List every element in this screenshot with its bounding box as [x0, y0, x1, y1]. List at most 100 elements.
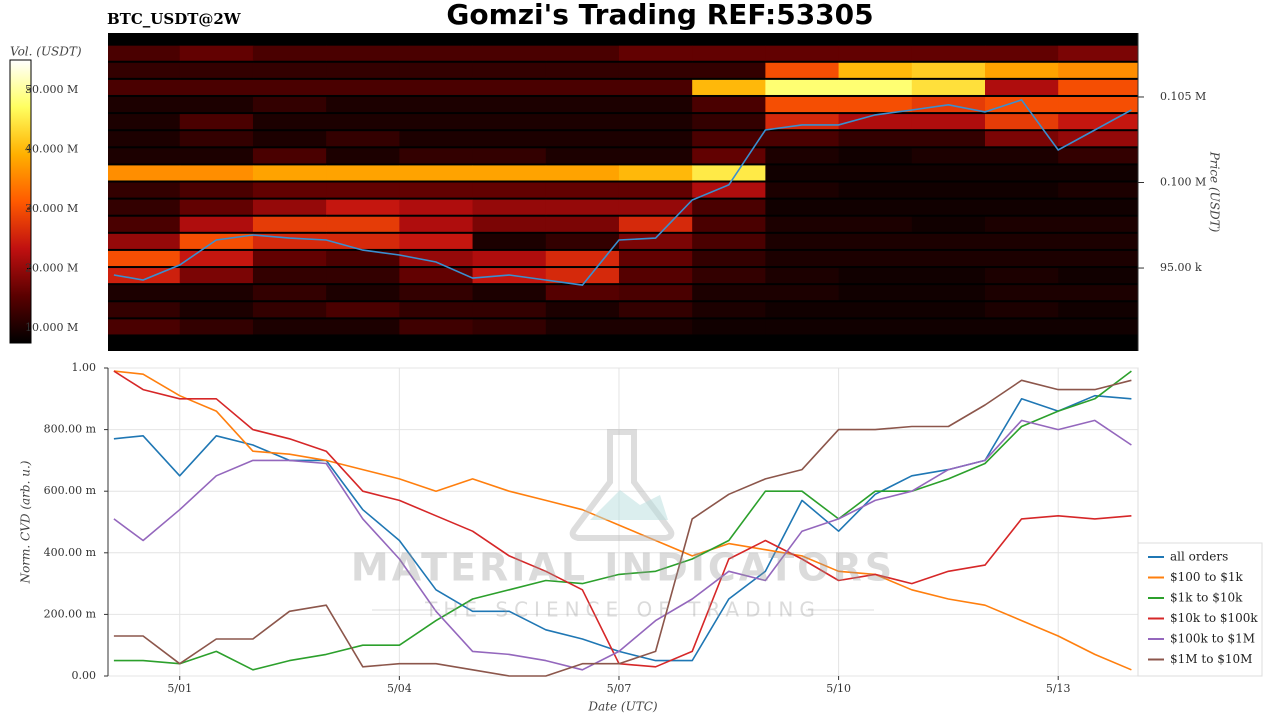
heatmap-cell [1058, 45, 1139, 61]
heatmap-cell [108, 79, 181, 95]
heatmap-cell [618, 216, 693, 232]
heatmap-cell [692, 79, 766, 95]
heatmap-cell [252, 250, 327, 267]
heatmap-cell [179, 268, 254, 284]
heatmap-cell [1058, 250, 1139, 267]
heatmap-cell [252, 302, 327, 318]
heatmap-cell [618, 319, 693, 335]
heatmap-cell [985, 165, 1059, 181]
heatmap-cell [1058, 148, 1139, 164]
heatmap-cell [179, 96, 254, 113]
legend-label: $10k to $100k [1170, 611, 1258, 625]
heatmap-cell [692, 319, 766, 335]
heatmap-cell [838, 148, 913, 164]
heatmap-cell [692, 148, 766, 164]
heatmap-cell [1058, 79, 1139, 95]
heatmap-cell [985, 131, 1059, 147]
heatmap-cell [472, 62, 547, 78]
heatmap-cell [765, 302, 840, 318]
y-tick-label: 400.00 m [44, 546, 97, 559]
watermark-icon-fill [590, 490, 668, 520]
heatmap-cell [1058, 96, 1139, 113]
heatmap-cell [838, 285, 913, 301]
price-axis-label: Price (USDT) [1208, 151, 1222, 233]
heatmap-cell [399, 319, 474, 335]
heatmap-cell [545, 233, 620, 249]
cvd-line [113, 370, 1132, 671]
cvd-line [113, 419, 1132, 671]
heatmap-cell [326, 114, 400, 130]
heatmap-cell [179, 285, 254, 301]
heatmap-cell [108, 216, 181, 232]
heatmap-cell [326, 285, 400, 301]
heatmap-cell [618, 114, 693, 130]
heatmap-cell [252, 319, 327, 335]
heatmap-cell [692, 45, 766, 61]
heatmap-cell [985, 319, 1059, 335]
heatmap-cell [765, 62, 840, 78]
heatmap-cell [838, 319, 913, 335]
heatmap-cell [252, 45, 327, 61]
heatmap-cell [326, 131, 400, 147]
heatmap-cell [545, 131, 620, 147]
heatmap-cell [692, 216, 766, 232]
y-tick-label: 200.00 m [44, 607, 97, 620]
heatmap-cell [838, 268, 913, 284]
heatmap-cell [179, 302, 254, 318]
heatmap-cell [326, 250, 400, 267]
heatmap-cell [472, 45, 547, 61]
heatmap-cell [326, 319, 400, 335]
legend-label: $1M to $10M [1170, 652, 1252, 666]
heatmap-cell [692, 268, 766, 284]
heatmap-cell [838, 302, 913, 318]
heatmap-cell [108, 199, 181, 215]
heatmap-cell [1058, 182, 1139, 198]
heatmap-cell [985, 45, 1059, 61]
heatmap-cell [765, 45, 840, 61]
heatmap-cell [252, 216, 327, 232]
heatmap-cell [252, 79, 327, 95]
heatmap-cell [399, 285, 474, 301]
heatmap-cell [838, 216, 913, 232]
heatmap-cell [545, 165, 620, 181]
heatmap-cell [838, 114, 913, 130]
heatmap-cell [692, 250, 766, 267]
heatmap-cell [252, 148, 327, 164]
heatmap-cell [618, 131, 693, 147]
legend-label: all orders [1170, 550, 1228, 564]
heatmap-cell [472, 216, 547, 232]
heatmap-cell [618, 165, 693, 181]
heatmap-cell [618, 45, 693, 61]
heatmap-cell [472, 96, 547, 113]
heatmap-cell [252, 62, 327, 78]
legend-label: $100 to $1k [1170, 570, 1243, 584]
heatmap-cell [985, 233, 1059, 249]
heatmap-cell [911, 131, 986, 147]
heatmap-cell [179, 182, 254, 198]
x-tick-label: 5/07 [607, 682, 632, 695]
heatmap-cell [326, 216, 400, 232]
heatmap-cell [985, 114, 1059, 130]
heatmap-cell [399, 233, 474, 249]
heatmap-cell [108, 114, 181, 130]
heatmap-cell [545, 79, 620, 95]
heatmap-cell [108, 62, 181, 78]
heatmap-cell [472, 114, 547, 130]
heatmap-cell [911, 148, 986, 164]
heatmap-cell [692, 199, 766, 215]
heatmap-cell [692, 233, 766, 249]
heatmap-cell [108, 148, 181, 164]
heatmap-cell [985, 96, 1059, 113]
heatmap-cell [985, 79, 1059, 95]
heatmap-cell [911, 250, 986, 267]
heatmap-cell [1058, 268, 1139, 284]
heatmap-cell [399, 216, 474, 232]
heatmap-cell [1058, 131, 1139, 147]
heatmap-cell [326, 96, 400, 113]
heatmap-cell [765, 182, 840, 198]
heatmap-cell [108, 165, 181, 181]
x-tick-label: 5/01 [167, 682, 192, 695]
heatmap-cell [252, 285, 327, 301]
colorbar-tick-label: 20.000 M [25, 262, 78, 275]
heatmap-cell [911, 165, 986, 181]
